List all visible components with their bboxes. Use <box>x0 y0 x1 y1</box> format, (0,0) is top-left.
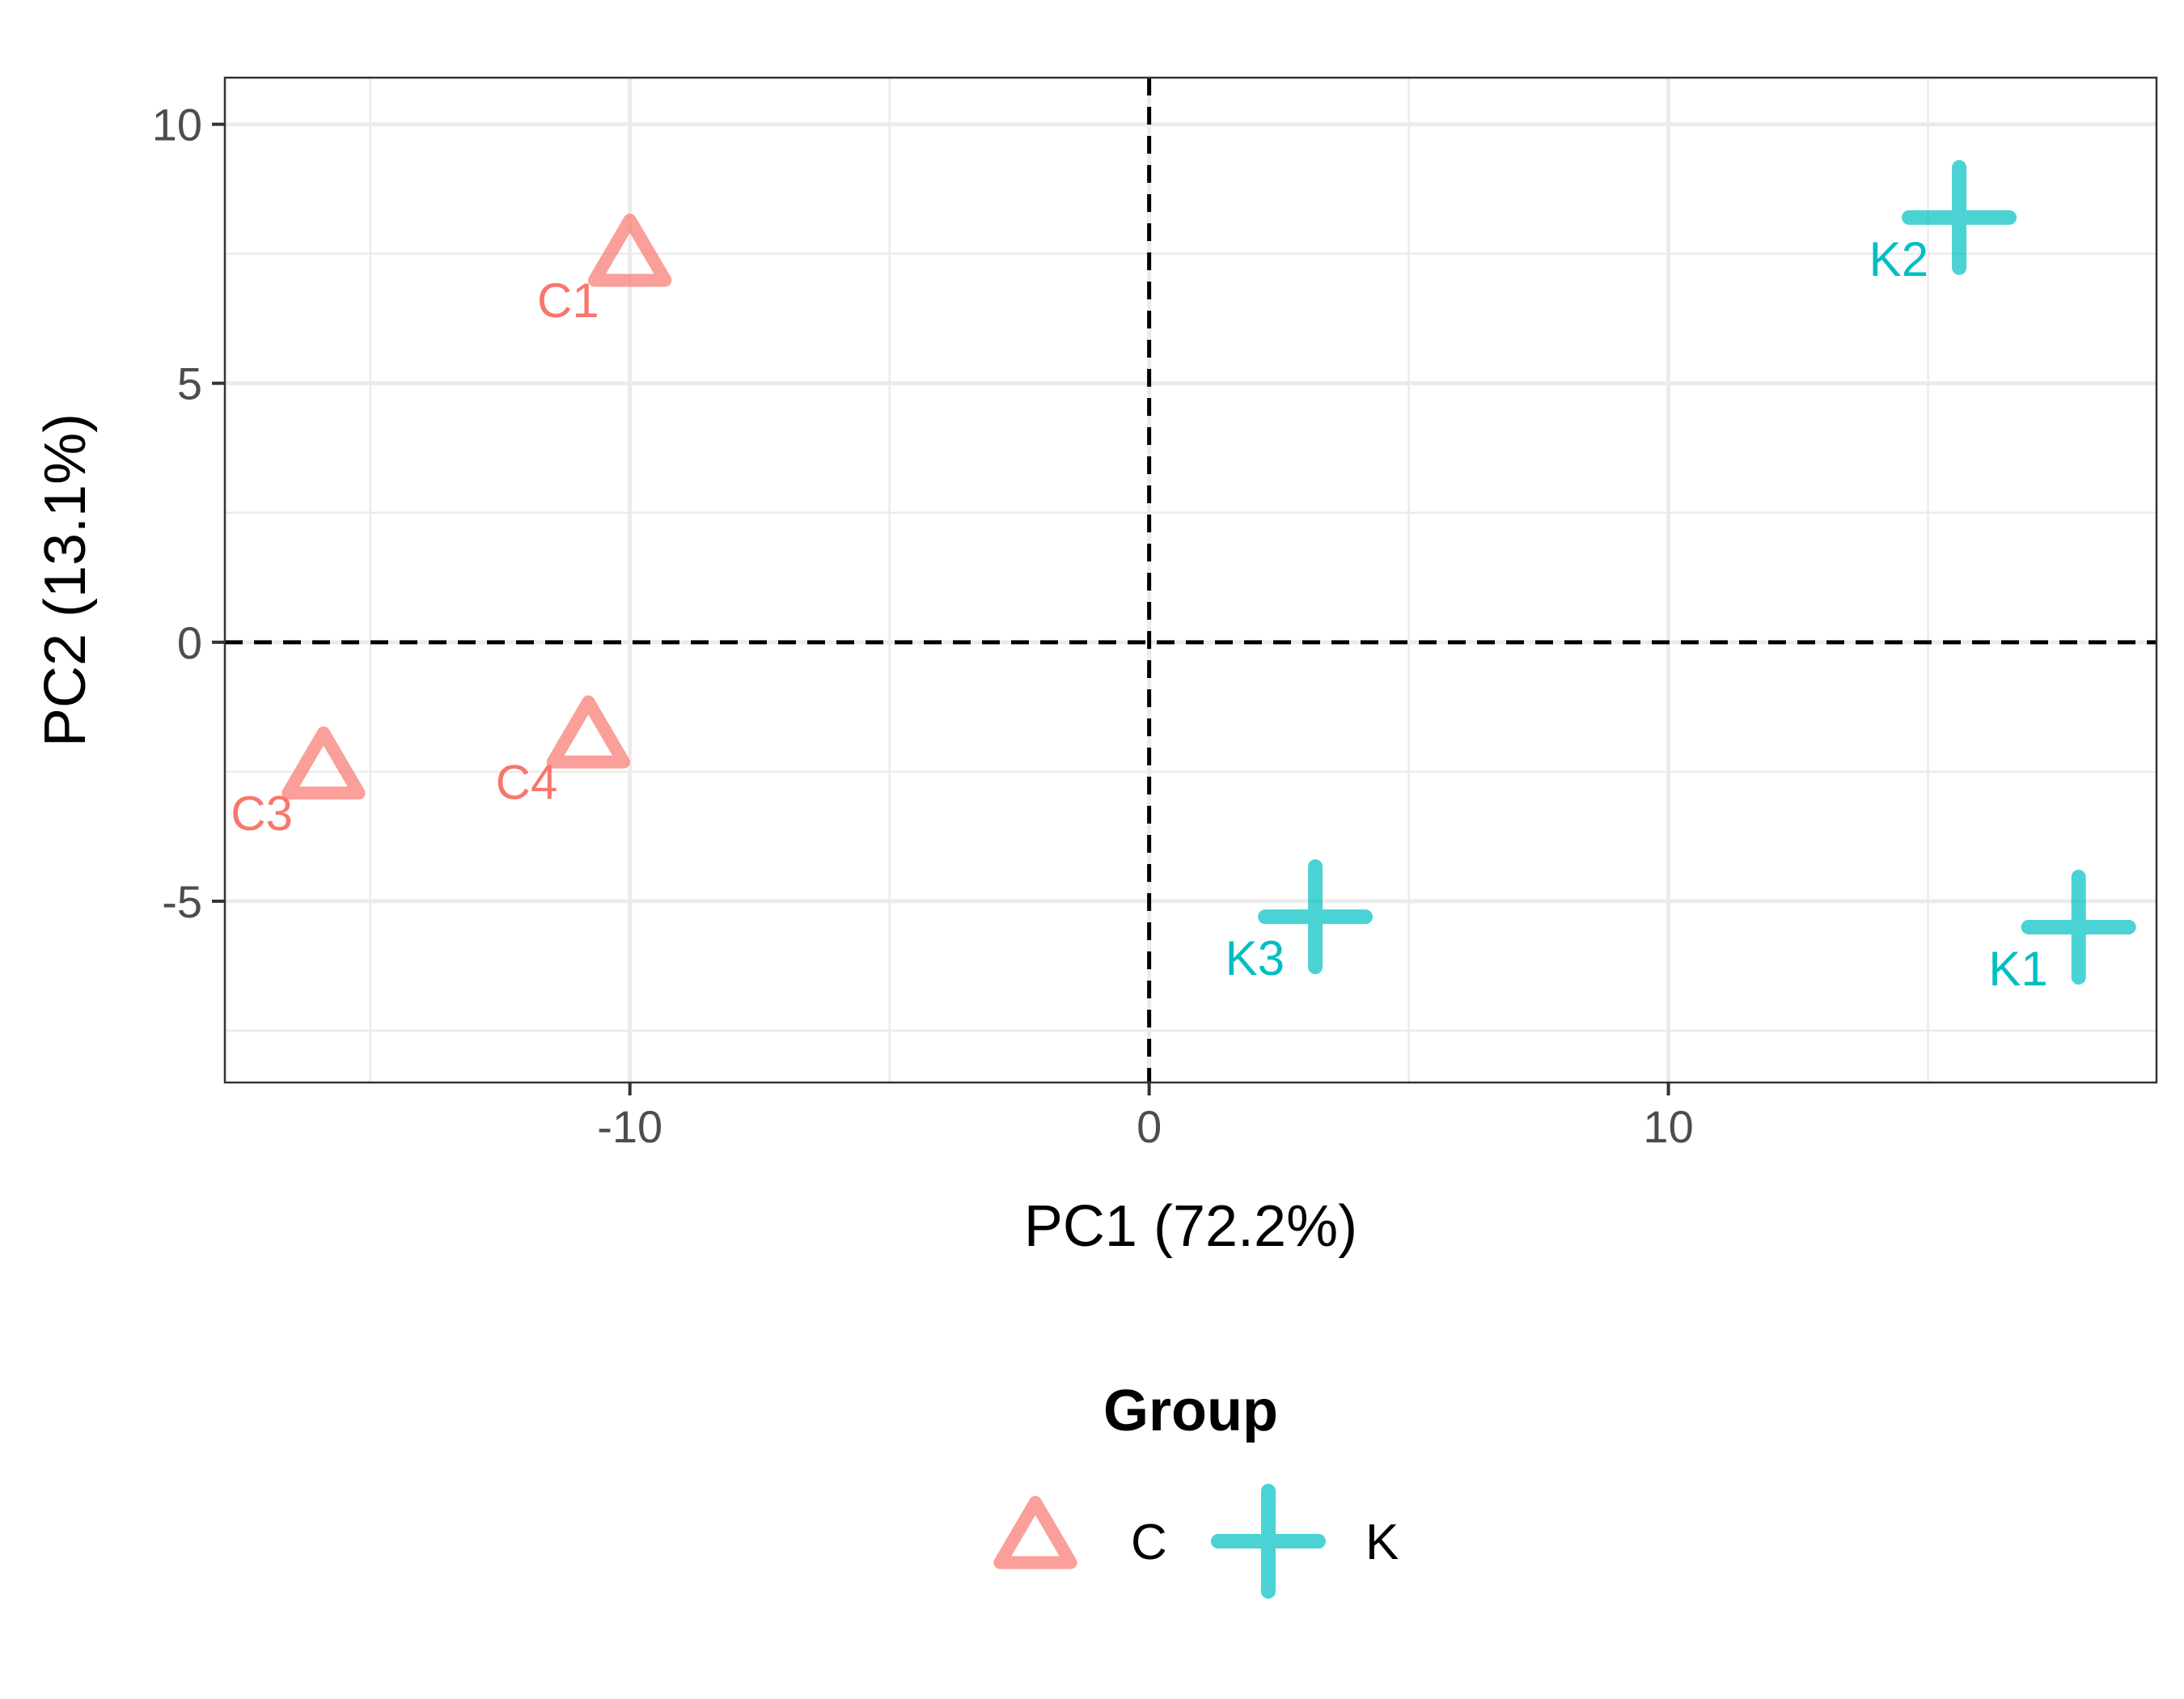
legend-key-k-label: K <box>1365 1515 1399 1570</box>
point-c3-marker <box>281 726 366 800</box>
y-tick-label: 5 <box>177 358 202 409</box>
point-c4-marker <box>546 695 631 769</box>
point-k1-marker <box>2021 869 2136 985</box>
legend-key-c-label: C <box>1131 1515 1167 1570</box>
point-k2-marker <box>1902 159 2017 275</box>
point-k2-label: K2 <box>1869 232 1928 286</box>
grid-lines <box>225 78 2156 1083</box>
x-tick-label: -10 <box>597 1101 662 1152</box>
plot-panel-background <box>225 78 2156 1083</box>
y-tick-label: 0 <box>177 617 202 668</box>
point-k3-label: K3 <box>1225 931 1285 985</box>
legend-key-k-marker <box>1211 1484 1326 1599</box>
plot-panel-border <box>223 76 2158 1084</box>
point-c4-label: C4 <box>496 755 558 809</box>
point-k1-label: K1 <box>1988 942 2047 996</box>
y-axis-title: PC2 (13.1%) <box>33 413 98 747</box>
point-k3-marker <box>1258 859 1373 975</box>
x-axis-title: PC1 (72.2%) <box>1024 1194 1357 1259</box>
data-points: C1 C3 C4 K1 K2 K3 <box>231 159 2136 996</box>
legend-title: Group <box>1103 1379 1278 1443</box>
y-tick-label: 10 <box>152 100 202 150</box>
axes: -10 0 10 -5 0 5 10 <box>152 100 1694 1152</box>
point-c1-marker <box>588 214 672 287</box>
x-tick-label: 0 <box>1136 1101 1162 1152</box>
legend-key-c-marker <box>993 1496 1077 1570</box>
point-c1-label: C1 <box>537 273 599 328</box>
x-tick-label: 10 <box>1643 1101 1693 1152</box>
point-c3-label: C3 <box>231 786 293 841</box>
y-tick-label: -5 <box>162 876 202 927</box>
reference-lines <box>225 78 2156 1083</box>
